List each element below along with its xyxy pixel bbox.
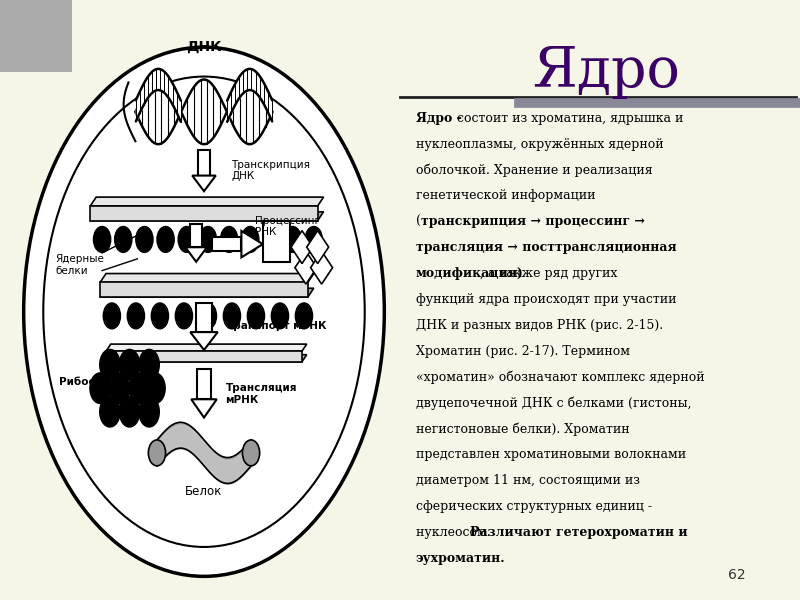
Circle shape [145, 373, 165, 403]
Circle shape [114, 227, 132, 253]
Text: ДНК и разных видов РНК (рис. 2-15).: ДНК и разных видов РНК (рис. 2-15). [416, 319, 663, 332]
Text: состоит из хроматина, ядрышка и: состоит из хроматина, ядрышка и [454, 112, 684, 125]
Polygon shape [90, 197, 323, 206]
FancyBboxPatch shape [197, 303, 211, 332]
Text: транскрипция → процессинг →: транскрипция → процессинг → [421, 215, 645, 229]
Circle shape [139, 349, 159, 380]
Text: функций ядра происходят при участии: функций ядра происходят при участии [416, 293, 676, 306]
Polygon shape [100, 274, 314, 283]
Text: модификация): модификация) [416, 267, 524, 280]
Text: двуцепочечной ДНК с белками (гистоны,: двуцепочечной ДНК с белками (гистоны, [416, 397, 691, 410]
Polygon shape [186, 247, 207, 262]
Circle shape [129, 373, 150, 403]
Text: представлен хроматиновыми волокнами: представлен хроматиновыми волокнами [416, 448, 686, 461]
Circle shape [94, 227, 110, 253]
Text: диаметром 11 нм, состоящими из: диаметром 11 нм, состоящими из [416, 474, 640, 487]
Text: (: ( [416, 215, 421, 229]
FancyBboxPatch shape [198, 150, 210, 176]
FancyBboxPatch shape [197, 370, 211, 399]
Polygon shape [242, 231, 262, 257]
Circle shape [284, 227, 302, 253]
Circle shape [127, 303, 145, 329]
Text: сферических структурных единиц -: сферических структурных единиц - [416, 500, 652, 513]
Circle shape [119, 397, 140, 427]
Polygon shape [192, 176, 216, 191]
Circle shape [262, 227, 280, 253]
Polygon shape [190, 332, 218, 350]
Text: , а также ряд других: , а также ряд других [480, 267, 618, 280]
Circle shape [148, 440, 166, 466]
Circle shape [157, 227, 174, 253]
Polygon shape [212, 237, 242, 251]
Polygon shape [106, 355, 306, 362]
Circle shape [199, 303, 217, 329]
Polygon shape [295, 251, 317, 284]
Circle shape [175, 303, 193, 329]
Polygon shape [306, 230, 329, 263]
Text: Транспорт мРНК: Транспорт мРНК [226, 322, 326, 331]
Text: Транскрипция
ДНК: Транскрипция ДНК [231, 160, 310, 181]
Text: Ядро -: Ядро - [416, 112, 466, 125]
Text: 62: 62 [728, 568, 746, 582]
Circle shape [199, 227, 217, 253]
Text: негистоновые белки). Хроматин: негистоновые белки). Хроматин [416, 422, 630, 436]
Circle shape [136, 227, 153, 253]
Text: Различают гетерохроматин и: Различают гетерохроматин и [470, 526, 688, 539]
Circle shape [305, 227, 322, 253]
Circle shape [223, 303, 241, 329]
Circle shape [221, 227, 238, 253]
Circle shape [247, 303, 265, 329]
Text: трансляция → посттрансляционная: трансляция → посттрансляционная [416, 241, 677, 254]
Polygon shape [106, 351, 302, 362]
Text: «хроматин» обозначают комплекс ядерной: «хроматин» обозначают комплекс ядерной [416, 371, 705, 384]
Circle shape [110, 373, 130, 403]
Polygon shape [90, 206, 318, 221]
Polygon shape [262, 221, 290, 262]
Text: Ядро: Ядро [532, 44, 680, 99]
Text: Трансляция
мРНК: Трансляция мРНК [226, 383, 297, 405]
Ellipse shape [24, 47, 384, 577]
FancyBboxPatch shape [190, 224, 202, 247]
Polygon shape [106, 344, 306, 351]
Text: оболочкой. Хранение и реализация: оболочкой. Хранение и реализация [416, 164, 653, 177]
Circle shape [271, 303, 289, 329]
Text: генетической информации: генетической информации [416, 190, 595, 202]
Text: ДНК: ДНК [186, 40, 222, 54]
Polygon shape [191, 399, 217, 418]
Text: Ядерные
белки: Ядерные белки [55, 254, 104, 275]
Circle shape [242, 440, 260, 466]
Circle shape [119, 349, 140, 380]
Polygon shape [90, 212, 323, 221]
Polygon shape [100, 283, 308, 297]
Polygon shape [310, 251, 333, 284]
Text: нуклеосом.: нуклеосом. [416, 526, 494, 539]
Text: Процессинг
РНК: Процессинг РНК [255, 215, 320, 237]
Text: эухроматин.: эухроматин. [416, 551, 506, 565]
Circle shape [151, 303, 169, 329]
Circle shape [295, 303, 313, 329]
Text: Рибосомы: Рибосомы [59, 377, 120, 388]
Text: Белок: Белок [186, 485, 222, 497]
Polygon shape [100, 288, 314, 297]
Circle shape [103, 303, 121, 329]
Text: Хроматин (рис. 2-17). Термином: Хроматин (рис. 2-17). Термином [416, 344, 630, 358]
Circle shape [100, 397, 120, 427]
Text: нуклеоплазмы, окружённых ядерной: нуклеоплазмы, окружённых ядерной [416, 138, 663, 151]
Circle shape [139, 397, 159, 427]
Polygon shape [291, 230, 313, 263]
Circle shape [90, 373, 110, 403]
Circle shape [178, 227, 195, 253]
Circle shape [242, 227, 259, 253]
Circle shape [100, 349, 120, 380]
